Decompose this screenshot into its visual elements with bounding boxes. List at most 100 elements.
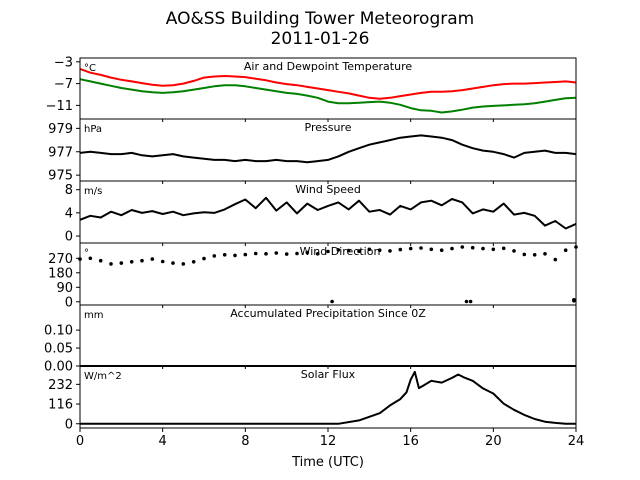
data-point xyxy=(532,253,537,257)
y-tick-label: 0.05 xyxy=(44,342,73,357)
series-line xyxy=(79,134,577,164)
data-point xyxy=(222,253,227,257)
data-point xyxy=(464,299,469,304)
y-tick-label: 0 xyxy=(65,230,73,245)
panel-unit-label: ° xyxy=(84,248,89,259)
panel-title: Wind Speed xyxy=(295,183,361,196)
data-point xyxy=(160,259,165,264)
y-tick-label: −7 xyxy=(54,77,73,92)
data-point xyxy=(264,252,268,256)
data-point xyxy=(336,248,341,252)
panel-2: 979 977 975 hPa Pressure xyxy=(48,118,577,184)
y-tick-label: 0 xyxy=(65,295,73,310)
panel-4-series-2 xyxy=(330,298,576,304)
panel-unit-label: m/s xyxy=(84,186,102,197)
data-point xyxy=(109,262,113,266)
data-point xyxy=(202,256,206,261)
panel-1-series-1 xyxy=(79,67,577,100)
y-tick-label: 116 xyxy=(48,398,73,413)
panel-3: 8 4 0 m/s Wind Speed xyxy=(65,180,577,246)
x-tick-label: 16 xyxy=(402,434,419,449)
panel-title: Pressure xyxy=(305,121,352,134)
x-axis-label: Time (UTC) xyxy=(291,455,364,470)
data-point xyxy=(481,246,485,251)
panel-6-series-1 xyxy=(80,370,576,425)
panel-unit-label: mm xyxy=(84,310,103,321)
data-point xyxy=(150,257,155,261)
data-point xyxy=(253,251,258,256)
data-point xyxy=(468,299,473,304)
data-point xyxy=(346,248,351,253)
panel-title: Wind Direction xyxy=(300,245,381,258)
y-tick-label: 975 xyxy=(48,169,73,184)
data-point xyxy=(88,256,93,261)
x-axis: 0 4 8 12 16 20 24 xyxy=(76,434,584,449)
y-tick-label: 232 xyxy=(48,378,73,393)
panel-title: Air and Dewpoint Temperature xyxy=(244,60,412,73)
y-tick-label: −3 xyxy=(54,55,73,70)
data-point xyxy=(119,261,124,265)
data-point xyxy=(98,258,103,263)
x-tick-label: 12 xyxy=(320,434,337,449)
data-point xyxy=(295,251,299,256)
data-point xyxy=(377,248,382,252)
data-point xyxy=(367,247,372,252)
panel-1: −3 −7 −11 °C Air and Dewpoint Temperature xyxy=(46,55,577,122)
figure-title-line2: 2011-01-26 xyxy=(271,29,370,49)
panels-group: −3 −7 −11 °C Air and Dewpoint Temperature 979… xyxy=(44,55,578,432)
data-point xyxy=(305,250,310,255)
panel-title: Accumulated Precipitation Since 0Z xyxy=(230,307,426,320)
data-point xyxy=(460,245,465,249)
data-point xyxy=(491,247,496,252)
data-point xyxy=(553,257,558,262)
data-point xyxy=(140,258,144,263)
y-tick-label: 979 xyxy=(48,122,73,137)
data-point xyxy=(572,298,576,302)
y-tick-label: −11 xyxy=(46,99,73,114)
y-tick-label: 90 xyxy=(56,281,73,296)
x-tick-label: 4 xyxy=(159,434,167,449)
y-tick-label: 0.00 xyxy=(44,360,73,375)
y-tick-label: 4 xyxy=(65,206,73,221)
data-point xyxy=(330,299,334,304)
series-line xyxy=(79,196,577,230)
x-tick-label: 20 xyxy=(485,434,502,449)
data-point xyxy=(470,245,475,250)
data-point xyxy=(522,252,527,257)
y-tick-label: 8 xyxy=(65,183,73,198)
series-line xyxy=(79,78,577,114)
y-tick-label: 0 xyxy=(65,417,73,432)
x-tick-label: 8 xyxy=(241,434,249,449)
data-point xyxy=(315,252,320,256)
panel-3-series-1 xyxy=(79,196,577,230)
x-tick-label: 24 xyxy=(568,434,585,449)
panel-4-series-1 xyxy=(78,245,578,266)
data-point xyxy=(563,248,568,252)
data-point xyxy=(274,251,279,255)
data-point xyxy=(501,246,506,251)
y-tick-label: 270 xyxy=(48,252,73,267)
data-point xyxy=(243,252,248,257)
data-point xyxy=(419,246,423,250)
panel-6: 232 116 0 W/m^2 Solar Flux xyxy=(48,365,577,432)
data-point xyxy=(233,253,237,258)
data-point xyxy=(171,261,175,265)
data-point xyxy=(357,249,361,253)
panel-1-series-2 xyxy=(79,78,577,114)
data-point xyxy=(284,252,289,256)
panel-unit-label: °C xyxy=(84,63,96,74)
data-point xyxy=(181,262,186,266)
data-point xyxy=(429,247,434,252)
data-point xyxy=(543,252,547,256)
panel-title: Solar Flux xyxy=(301,368,356,381)
y-tick-label: 977 xyxy=(48,145,73,160)
data-point xyxy=(191,260,196,264)
y-tick-label: 180 xyxy=(48,266,73,281)
data-point xyxy=(388,249,392,253)
series-line xyxy=(79,67,577,100)
y-tick-label: 0.10 xyxy=(44,324,73,339)
data-point xyxy=(439,248,444,252)
data-point xyxy=(326,249,330,254)
